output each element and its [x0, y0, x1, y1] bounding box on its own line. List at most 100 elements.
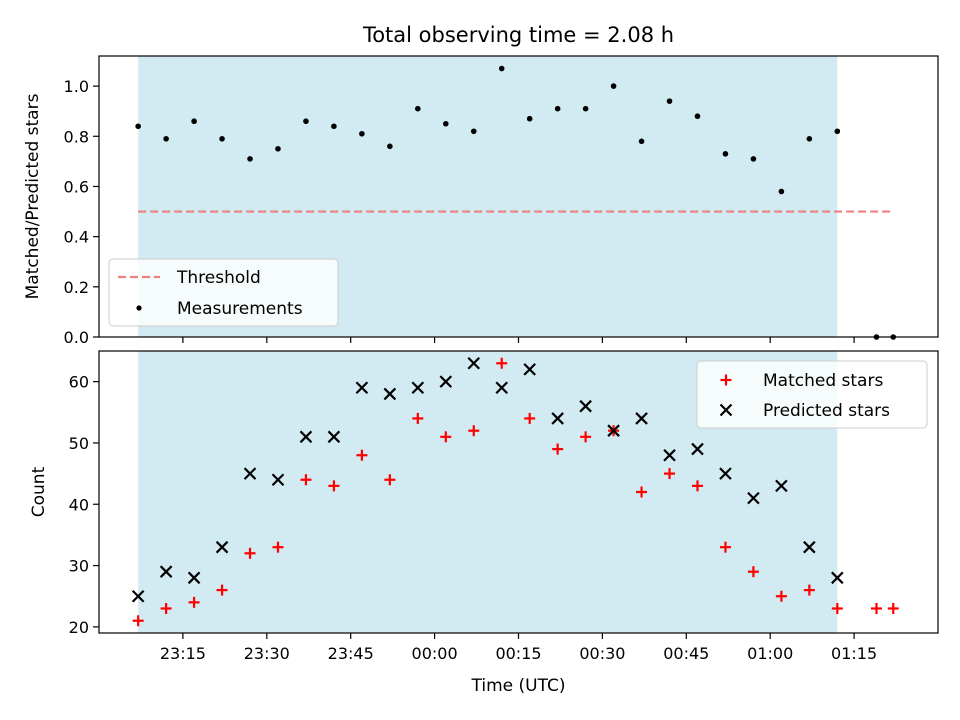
measurement-point [498, 65, 505, 72]
cross-b [411, 381, 425, 395]
cross-b [831, 571, 844, 585]
legend-cross-marker [719, 403, 733, 417]
top-axes-frame [98, 55, 939, 338]
predicted-star-point [747, 491, 760, 505]
cross-b [663, 448, 676, 462]
predicted-star-point [131, 589, 145, 603]
top-panel: 0.0 0.2 0.4 0.6 0.8 1.0 Total observing time … [23, 23, 939, 347]
x-tick-label: 23:30 [244, 644, 290, 663]
legend-predicted-label: Predicted stars [763, 401, 890, 421]
legend-measurements-label: Measurements [177, 299, 303, 319]
bottom-y-axis-label: Count [29, 466, 49, 517]
matched-star-point [719, 541, 731, 553]
measurement-point [666, 98, 673, 104]
measurement-point [750, 156, 757, 162]
predicted-star-point [495, 381, 508, 395]
legend-predicted-swatch [719, 403, 733, 417]
cross-b [635, 412, 648, 425]
cross-b [495, 381, 508, 395]
predicted-star-point [383, 387, 397, 401]
matched-star-point [356, 449, 368, 461]
measurement-point [191, 118, 197, 125]
predicted-star-point [719, 467, 732, 480]
measurement-point [247, 156, 253, 162]
y-tick-label: 40 [69, 495, 89, 514]
cross-b [439, 375, 453, 388]
bottom-x-ticks: 23:15 23:30 23:45 00:00 00:15 00:30 00:45 01:00… [160, 633, 877, 663]
measurement-point [275, 146, 281, 152]
y-tick-label: 1.0 [64, 77, 89, 96]
predicted-star-point [187, 571, 201, 585]
matched-star-point [552, 443, 564, 455]
chart-title: Total observing time = 2.08 h [362, 23, 674, 47]
measurement-point [219, 135, 225, 142]
cross-b [131, 589, 145, 603]
predicted-star-point [551, 412, 564, 425]
x-tick-label: 00:15 [495, 644, 541, 663]
bottom-axes-frame [98, 350, 939, 634]
legend-threshold-label: Threshold [176, 268, 261, 288]
predicted-star-point [439, 375, 453, 388]
predicted-star-point [691, 442, 704, 456]
x-tick-label: 01:00 [747, 644, 793, 663]
x-tick-label: 00:30 [579, 644, 625, 663]
measurement-point [582, 105, 589, 112]
cross-b [607, 424, 620, 437]
matched-star-point [580, 431, 592, 443]
predicted-star-point [355, 381, 369, 395]
y-tick-label: 20 [69, 618, 89, 637]
x-axis-label: Time (UTC) [471, 676, 566, 696]
matched-star-point [468, 425, 480, 437]
predicted-star-point [243, 467, 257, 480]
cross-b [215, 540, 229, 554]
y-tick-label: 0.8 [64, 127, 89, 146]
measurement-point [387, 143, 393, 150]
matched-star-point [691, 480, 703, 492]
cross-b [775, 479, 788, 493]
bottom-y-ticks: 20 30 40 50 60 [69, 373, 99, 637]
matched-star-point [384, 474, 396, 486]
matched-star-point [496, 357, 508, 369]
y-tick-label: 0.4 [64, 228, 89, 247]
y-tick-label: 0.0 [64, 328, 89, 347]
x-tick-label: 01:15 [831, 644, 877, 663]
cross-b [243, 467, 257, 480]
predicted-star-point [467, 356, 481, 370]
cross-b [187, 571, 201, 585]
top-y-ticks: 0.0 0.2 0.4 0.6 0.8 1.0 [64, 77, 99, 347]
measurement-point [303, 118, 309, 125]
predicted-star-point [635, 412, 648, 425]
cross-b [355, 381, 369, 395]
cross-b [747, 491, 760, 505]
cross-b [271, 473, 285, 487]
bottom-legend: Matched stars Predicted stars [696, 360, 928, 429]
cross-b [299, 430, 313, 444]
matched-star-point [272, 541, 284, 553]
predicted-star-point [299, 430, 313, 444]
cross-b [691, 442, 704, 456]
matched-star-point [524, 412, 536, 424]
predicted-star-point [271, 473, 285, 487]
measurement-point [526, 115, 533, 122]
top-legend: Threshold Measurements [108, 258, 339, 327]
predicted-star-point [803, 540, 816, 554]
bottom-count-points [131, 356, 899, 627]
matched-star-point [300, 474, 312, 486]
predicted-star-point [831, 571, 844, 585]
matched-star-point [887, 602, 899, 614]
legend-matched-swatch [720, 374, 732, 386]
measurement-point [163, 135, 169, 142]
measurement-point [610, 83, 617, 89]
measurement-point [638, 138, 645, 145]
top-measurement-points [135, 65, 897, 340]
measurement-point [554, 105, 561, 112]
matched-star-point [440, 431, 452, 443]
cross-b [159, 565, 173, 578]
legend-plus-marker [720, 374, 732, 386]
top-legend-box [108, 258, 339, 327]
y-tick-label: 30 [69, 557, 89, 576]
measurement-point [694, 113, 701, 120]
matched-star-point [831, 602, 843, 614]
top-y-axis-label: Matched/Predicted stars [23, 93, 43, 299]
